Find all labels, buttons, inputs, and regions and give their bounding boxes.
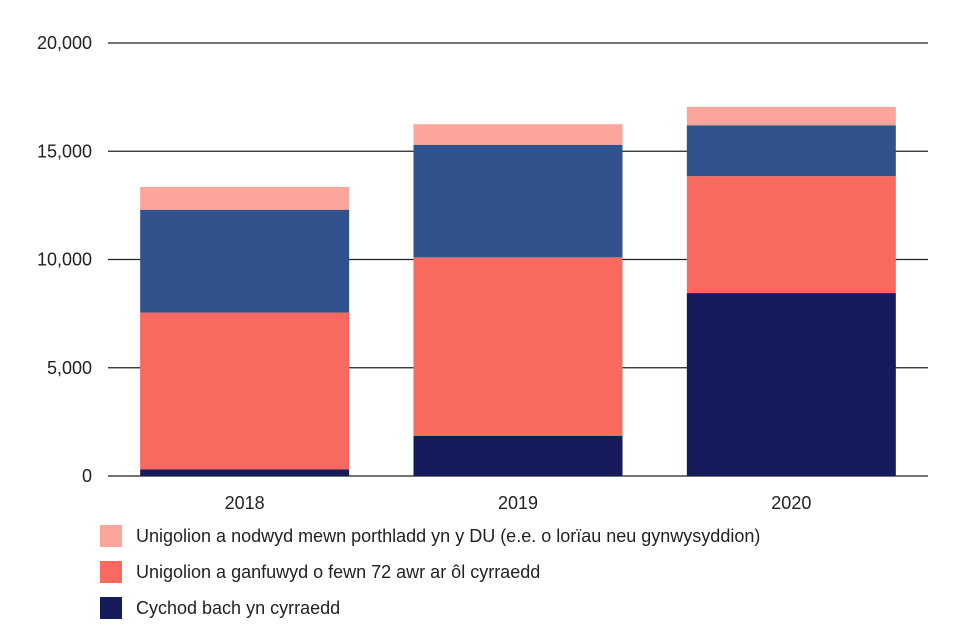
x-tick-label: 2020 <box>771 493 811 513</box>
stacked-bar-chart: 0 5,000 10,000 15,000 20,000 2018 2019 2020 <box>37 33 928 513</box>
x-tick-label: 2018 <box>225 493 265 513</box>
bar-segment <box>140 209 350 313</box>
x-axis-ticks: 2018 2019 2020 <box>225 493 812 513</box>
legend-item-small-boats: Cychod bach yn cyrraedd <box>100 596 760 620</box>
y-tick-label: 20,000 <box>37 33 92 53</box>
bar-segment <box>140 312 350 470</box>
bar-segment <box>413 257 623 436</box>
bar-segment <box>413 435 623 476</box>
y-tick-label: 15,000 <box>37 141 92 161</box>
bar-segment <box>140 186 350 210</box>
y-tick-label: 5,000 <box>47 358 92 378</box>
bar-segment <box>686 293 896 476</box>
legend: Unigolion a nodwyd mewn porthladd yn y D… <box>100 524 760 632</box>
legend-label: Cychod bach yn cyrraedd <box>136 597 341 618</box>
bar-segment <box>413 144 623 258</box>
x-tick-label: 2019 <box>498 493 538 513</box>
y-tick-label: 10,000 <box>37 250 92 270</box>
legend-swatch <box>100 597 122 619</box>
bar-segment <box>140 469 350 476</box>
bar-segment <box>413 124 623 145</box>
legend-item-72h: Unigolion a ganfuwyd o fewn 72 awr ar ôl… <box>100 560 760 584</box>
legend-swatch <box>100 561 122 583</box>
legend-item-port: Unigolion a nodwyd mewn porthladd yn y D… <box>100 524 760 548</box>
bar-segment <box>686 125 896 177</box>
legend-label: Unigolion a nodwyd mewn porthladd yn y D… <box>136 525 761 546</box>
bar-segment <box>686 176 896 294</box>
legend-swatch <box>100 525 122 547</box>
legend-label: Unigolion a ganfuwyd o fewn 72 awr ar ôl… <box>136 561 541 582</box>
y-axis-ticks: 0 5,000 10,000 15,000 20,000 <box>37 33 92 486</box>
bars <box>140 106 896 476</box>
y-tick-label: 0 <box>82 466 92 486</box>
bar-segment <box>686 106 896 126</box>
